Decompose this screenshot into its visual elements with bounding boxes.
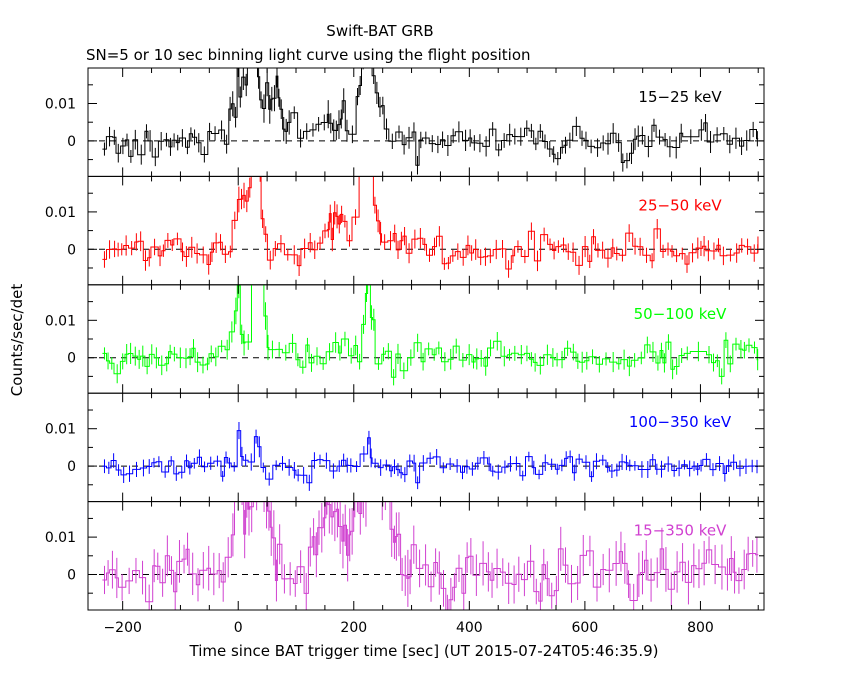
y-tick-label: 0.01 [45,205,76,221]
panel-5: 0 0.01 15−350 keV [45,501,765,611]
light-curve [102,176,759,270]
light-curve [102,284,759,378]
y-tick-label: 0.01 [45,422,76,438]
panel-4: 0 0.01 100−350 keV [45,392,765,503]
y-tick-label: 0.01 [45,313,76,329]
y-axis-label: Counts/sec/det [8,284,26,397]
panel-frame [87,67,765,177]
figure-title: Swift-BAT GRB [326,22,433,40]
panel-group: 0 0.01 15−25 keV 0 0.01 25−50 keV 0 0.01 50−100 … [45,67,765,636]
x-axis-label: Time since BAT trigger time [sec] (UT 20… [189,642,659,660]
y-tick-label: 0 [67,134,76,150]
light-curve [102,68,759,166]
y-tick-label: 0 [67,459,76,475]
x-tick-label: 0 [234,620,243,636]
panel-frame [87,392,765,503]
x-tick-label: −200 [103,620,141,636]
figure-subtitle: SN=5 or 10 sec binning light curve using… [86,46,531,64]
y-tick-label: 0.01 [45,97,76,113]
x-tick-label: 200 [340,620,367,636]
light-curve [102,501,759,611]
x-tick-label: 800 [687,620,714,636]
panel-frame [87,175,765,286]
y-tick-label: 0.01 [45,530,76,546]
y-tick-label: 0 [67,351,76,367]
panel-frame [87,284,765,394]
light-curve [102,430,759,484]
panel-3: 0 0.01 50−100 keV [45,284,765,394]
energy-band-label: 15−25 keV [638,88,722,106]
x-tick-label: 400 [456,620,483,636]
error-bars [103,422,758,491]
panel-1: 0 0.01 15−25 keV [45,67,765,177]
x-tick-label: 600 [572,620,599,636]
panel-2: 0 0.01 25−50 keV [45,175,765,286]
y-tick-label: 0 [67,242,76,258]
energy-band-label: 25−50 keV [638,196,722,214]
energy-band-label: 15−350 keV [634,522,727,540]
energy-band-label: 100−350 keV [629,413,732,431]
energy-band-label: 50−100 keV [634,305,727,323]
y-tick-label: 0 [67,567,76,583]
